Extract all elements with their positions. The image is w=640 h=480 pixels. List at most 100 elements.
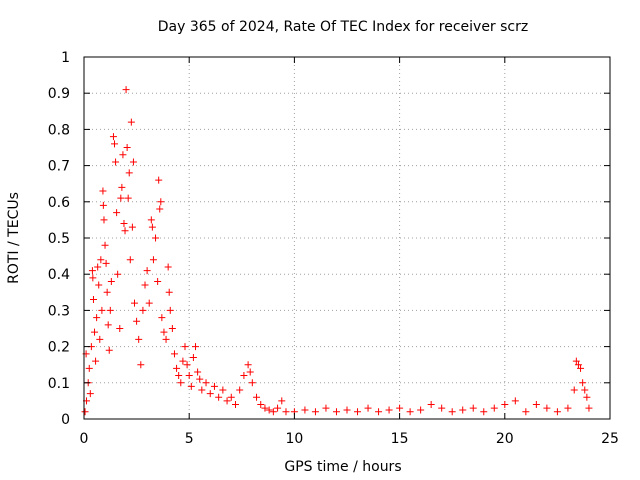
data-point [248, 379, 256, 387]
data-point [155, 176, 163, 184]
data-point [572, 357, 580, 365]
data-point [438, 404, 446, 412]
data-point [577, 364, 585, 372]
data-point [244, 361, 252, 369]
y-axis-label: ROTI / TECUs [6, 192, 22, 284]
data-point [417, 406, 425, 414]
data-point [157, 198, 165, 206]
data-point [192, 343, 200, 351]
data-point [152, 234, 160, 242]
data-point [165, 288, 173, 296]
data-point [124, 194, 132, 202]
data-point [202, 379, 210, 387]
data-point [107, 277, 115, 285]
data-point [480, 408, 488, 416]
data-points [81, 86, 593, 416]
data-point [581, 386, 589, 394]
data-point [162, 335, 170, 343]
data-point [95, 281, 103, 289]
data-point [332, 408, 340, 416]
data-point [103, 288, 111, 296]
data-point [100, 216, 108, 224]
data-point [173, 364, 181, 372]
y-tick-label: 0.3 [48, 303, 70, 319]
data-point [154, 277, 162, 285]
data-point [231, 401, 239, 409]
data-point [196, 375, 204, 383]
y-tick-label: 0.8 [48, 122, 70, 138]
data-point [427, 401, 435, 409]
data-point [194, 368, 202, 376]
data-point [133, 317, 141, 325]
x-tick-label: 20 [496, 431, 514, 447]
data-point [240, 372, 248, 380]
data-point [158, 314, 166, 322]
y-tick-labels: 0 0.1 0.2 0.3 0.4 0.5 0.6 0.7 0.8 0.9 1 [48, 50, 70, 428]
data-point [269, 408, 277, 416]
data-point [448, 408, 456, 416]
plot-frame [83, 56, 611, 420]
data-point [125, 169, 133, 177]
data-point [93, 314, 101, 322]
axes [83, 56, 611, 420]
data-point [139, 306, 147, 314]
data-point [160, 328, 168, 336]
data-point [109, 133, 117, 141]
y-tick-label: 0 [61, 412, 70, 428]
data-point [164, 263, 172, 271]
data-point [301, 406, 309, 414]
data-point [246, 368, 254, 376]
data-point [111, 140, 119, 148]
data-point [459, 406, 467, 414]
data-point [99, 187, 107, 195]
data-point [261, 404, 269, 412]
data-point [118, 183, 126, 191]
y-tick-label: 0.6 [48, 195, 70, 211]
data-point [105, 346, 113, 354]
data-point [122, 86, 130, 94]
data-point [97, 256, 105, 264]
data-point [156, 205, 164, 213]
x-tick-label: 5 [185, 431, 194, 447]
data-point [198, 386, 206, 394]
data-point [141, 281, 149, 289]
data-point [322, 404, 330, 412]
data-point [98, 306, 106, 314]
data-point [223, 397, 231, 405]
data-point [119, 151, 127, 159]
data-point [179, 357, 187, 365]
data-point [96, 335, 104, 343]
data-point [121, 227, 129, 235]
data-point [129, 158, 137, 166]
data-point [145, 299, 153, 307]
data-point [116, 325, 124, 332]
data-point [99, 201, 107, 209]
data-point [189, 353, 197, 361]
data-point [177, 379, 185, 387]
data-point [469, 404, 477, 412]
data-point [170, 350, 178, 358]
data-point [265, 406, 273, 414]
data-point [522, 408, 530, 416]
grid [84, 57, 610, 419]
data-point [274, 404, 282, 412]
data-point [583, 393, 591, 401]
x-axis-label: GPS time / hours [284, 459, 401, 475]
data-point [579, 379, 587, 387]
data-point [168, 325, 176, 332]
data-point [166, 306, 174, 314]
data-point [148, 223, 156, 231]
data-point [570, 386, 578, 394]
data-point [219, 386, 227, 394]
data-point [94, 263, 102, 271]
data-point [210, 382, 218, 390]
data-point [137, 361, 145, 369]
data-point [490, 404, 498, 412]
data-point [91, 328, 99, 336]
y-tick-label: 0.1 [48, 376, 70, 392]
data-point [278, 397, 286, 405]
data-point [585, 404, 593, 412]
data-point [206, 390, 214, 398]
data-point [128, 223, 136, 231]
data-point [92, 357, 100, 365]
